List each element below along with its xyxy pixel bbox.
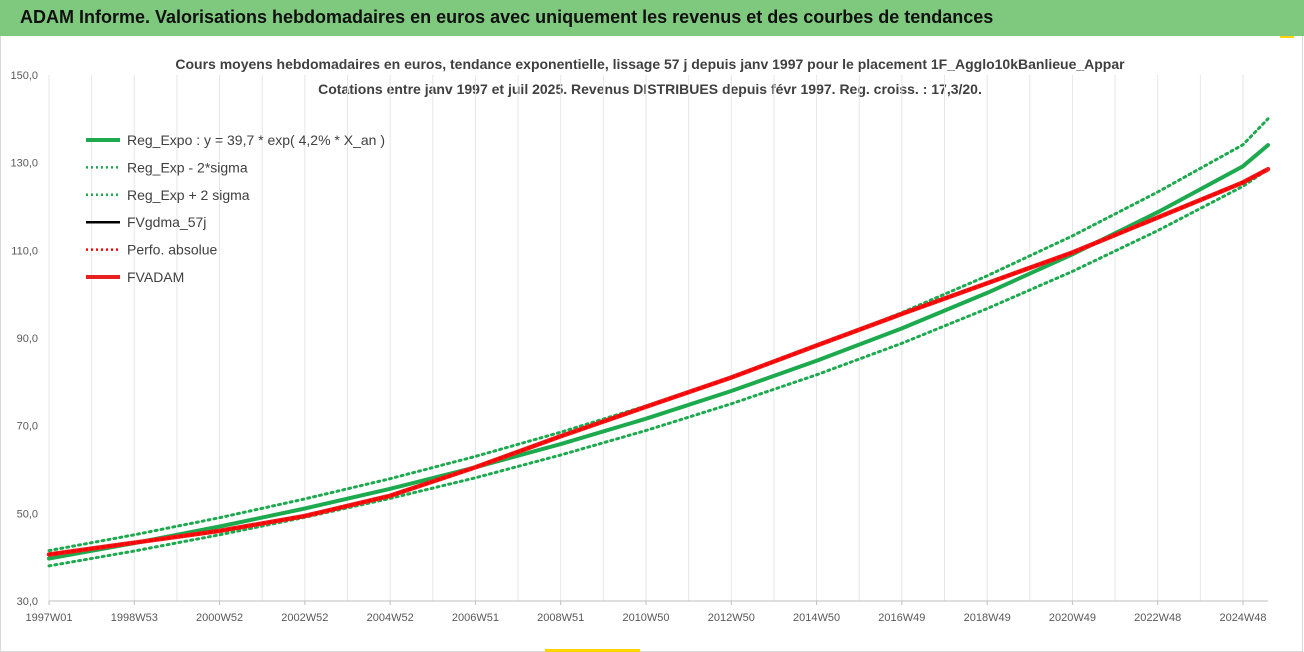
legend-label: FVgdma_57j — [127, 214, 206, 230]
legend-label: Reg_Exp + 2 sigma — [127, 187, 250, 203]
y-tick-label: 70,0 — [17, 421, 38, 433]
series-line — [47, 167, 1270, 568]
y-tick-label: 50,0 — [17, 508, 38, 520]
legend-label: Reg_Exp - 2*sigma — [127, 159, 248, 175]
bottom-highlight — [545, 649, 640, 652]
y-tick-label: 150,0 — [10, 70, 38, 82]
grid — [48, 75, 1268, 602]
y-tick-label: 30,0 — [17, 596, 38, 608]
series-line — [46, 166, 1271, 557]
y-axis: 30,0 50,0 70,0 90,0 110,0 130,0 150,0 — [10, 70, 38, 608]
y-tick-label: 110,0 — [11, 245, 38, 257]
x-tick-label: 2008W51 — [537, 612, 584, 624]
legend-label: FVADAM — [127, 269, 184, 285]
series-line — [47, 143, 1270, 561]
x-tick-label: 1997W01 — [25, 612, 72, 624]
legend-label: Reg_Expo : y = 39,7 * exp( 4,2% * X_an ) — [127, 132, 385, 148]
page-title: ADAM Informe. Valorisations hebdomadaire… — [0, 0, 1304, 36]
x-tick-label: 1998W53 — [111, 612, 158, 624]
x-tick-label: 2010W50 — [622, 612, 669, 624]
x-tick-label: 2014W50 — [793, 612, 840, 624]
corner-highlight — [1280, 36, 1294, 38]
x-tick-label: 2006W51 — [452, 612, 499, 624]
chart-title: Cours moyens hebdomadaires en euros, ten… — [175, 56, 1125, 72]
x-tick-label: 2024W48 — [1219, 612, 1266, 624]
x-tick-label: 2000W52 — [196, 612, 243, 624]
series-line — [48, 168, 1269, 556]
series-line — [47, 117, 1270, 553]
y-tick-label: 130,0 — [10, 158, 38, 170]
x-tick-label: 2016W49 — [878, 612, 925, 624]
legend-label: Perfo. absolue — [127, 242, 217, 258]
x-axis: 1997W01 1998W53 2000W52 2002W52 2004W52 2006W… — [25, 601, 1267, 624]
series-lines — [46, 117, 1271, 568]
x-tick-label: 2012W50 — [708, 612, 755, 624]
x-tick-label: 2022W48 — [1134, 612, 1181, 624]
x-tick-label: 2004W52 — [367, 612, 414, 624]
x-tick-label: 2020W49 — [1049, 612, 1096, 624]
x-tick-label: 2002W52 — [281, 612, 328, 624]
chart-subtitle: Cotations entre janv 1997 et juil 2025. … — [318, 81, 982, 97]
series-line — [47, 167, 1270, 556]
y-tick-label: 90,0 — [17, 333, 38, 345]
line-chart: Cours moyens hebdomadaires en euros, ten… — [10, 56, 1271, 624]
x-tick-label: 2018W49 — [964, 612, 1011, 624]
legend: Reg_Expo : y = 39,7 * exp( 4,2% * X_an )… — [86, 132, 385, 285]
